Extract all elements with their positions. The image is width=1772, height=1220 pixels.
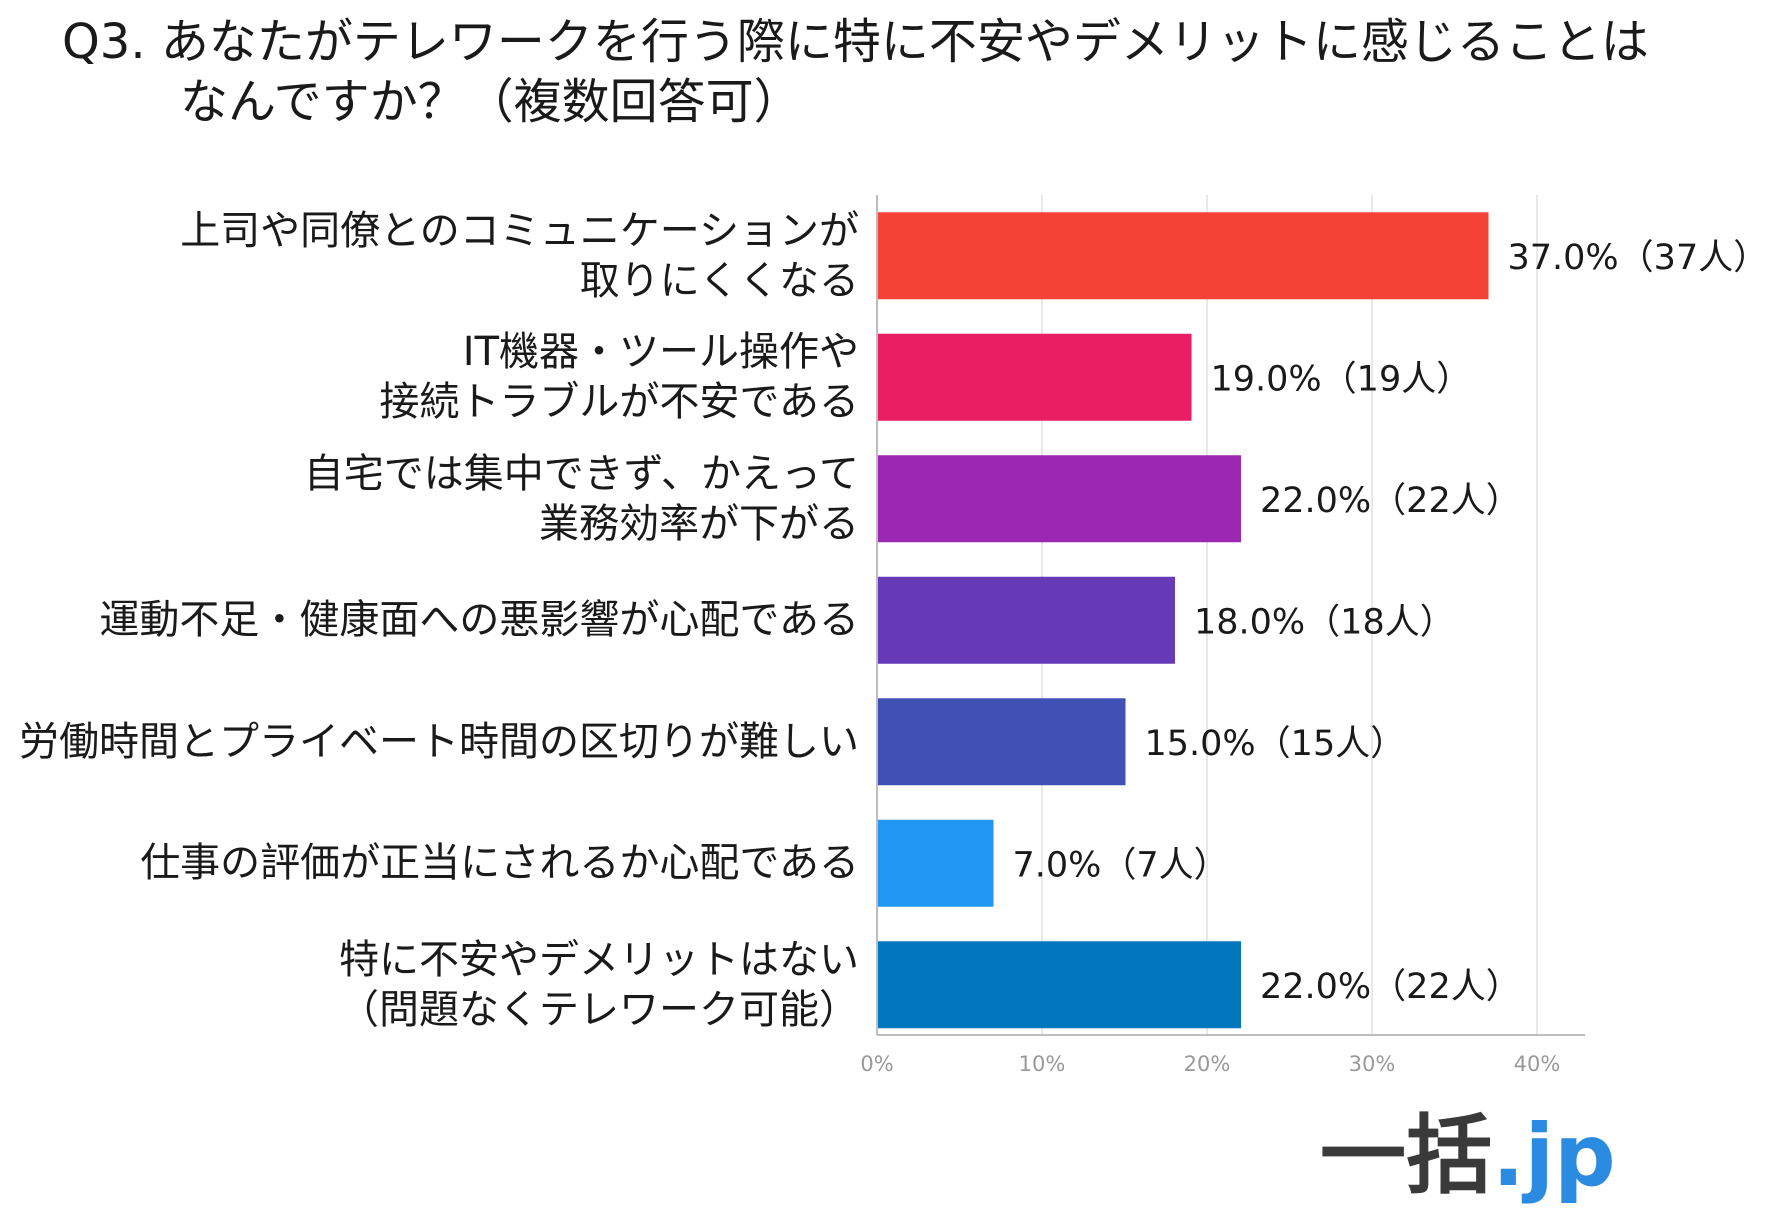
category-label-line: 仕事の評価が正当にされるか心配である xyxy=(140,840,859,887)
logo-kanji: 一括 xyxy=(1320,1106,1492,1206)
logo: 一括.jp xyxy=(1320,1108,1616,1204)
data-label: 22.0%（22人） xyxy=(1260,967,1521,1007)
x-tick-label: 30% xyxy=(1349,1052,1396,1076)
category-label: 自宅では集中できず、かえって 業務効率が下がる xyxy=(0,449,859,549)
bar xyxy=(878,576,1175,664)
category-label: IT機器・ツール操作や 接続トラブルが不安である xyxy=(0,327,859,427)
category-label-line: （問題なくテレワーク可能） xyxy=(339,986,859,1033)
x-tick-label: 40% xyxy=(1514,1052,1561,1076)
logo-suffix: .jp xyxy=(1492,1106,1616,1206)
chart-title: Q3. あなたがテレワークを行う際に特に不安やデメリットに感じることは なんです… xyxy=(62,12,1649,132)
category-label-line: IT機器・ツール操作や xyxy=(462,329,859,376)
category-label: 上司や同僚とのコミュニケーションが 取りにくくなる xyxy=(0,206,859,306)
category-label-line: 上司や同僚とのコミュニケーションが xyxy=(180,207,859,254)
data-label: 7.0%（7人） xyxy=(1013,845,1229,885)
category-label-line: 取りにくくなる xyxy=(579,257,859,304)
bar xyxy=(878,455,1241,543)
bar xyxy=(878,333,1192,421)
category-label: 特に不安やデメリットはない （問題なくテレワーク可能） xyxy=(0,935,859,1035)
x-tick-label: 10% xyxy=(1019,1052,1066,1076)
category-label-line: 自宅では集中できず、かえって xyxy=(303,450,859,497)
data-label: 15.0%（15人） xyxy=(1145,724,1406,764)
category-label-line: 運動不足・健康面への悪影響が心配である xyxy=(99,597,859,644)
title-line-1: Q3. あなたがテレワークを行う際に特に不安やデメリットに感じることは xyxy=(62,14,1649,70)
bar xyxy=(878,819,994,907)
data-label: 22.0%（22人） xyxy=(1260,481,1521,521)
bar xyxy=(878,698,1126,786)
data-label: 19.0%（19人） xyxy=(1211,359,1472,399)
category-label: 労働時間とプライベート時間の区切りが難しい xyxy=(0,717,859,767)
x-tick-label: 20% xyxy=(1184,1052,1231,1076)
category-label-line: 労働時間とプライベート時間の区切りが難しい xyxy=(19,718,859,765)
category-label: 運動不足・健康面への悪影響が心配である xyxy=(0,595,859,645)
category-label-line: 特に不安やデメリットはない xyxy=(339,936,859,983)
category-label-line: 業務効率が下がる xyxy=(539,500,859,547)
bar xyxy=(878,212,1489,300)
title-line-2: なんですか？（複数回答可） xyxy=(180,74,802,130)
data-label: 37.0%（37人） xyxy=(1508,238,1769,278)
x-tick-label: 0% xyxy=(860,1052,893,1076)
data-label: 18.0%（18人） xyxy=(1194,602,1455,642)
category-label: 仕事の評価が正当にされるか心配である xyxy=(0,838,859,888)
bar xyxy=(878,941,1241,1029)
category-label-line: 接続トラブルが不安である xyxy=(379,379,859,426)
